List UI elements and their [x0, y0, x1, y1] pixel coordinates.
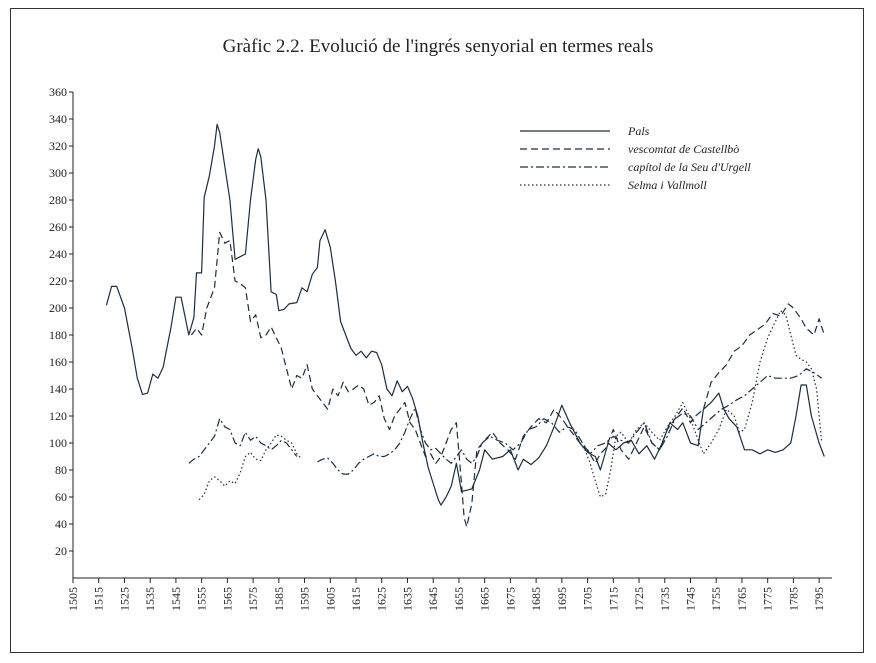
x-tick-label: 1685: [529, 587, 543, 611]
legend: Pals vescomtat de Castellbò capítol de la …: [520, 124, 751, 192]
series-line-capitol-de-la-seu-d-urgell: [317, 368, 823, 475]
x-tick-label: 1525: [117, 587, 131, 611]
x-tick-label: 1515: [92, 587, 106, 611]
x-axis-ticks: 1505 1515 1525 1535 1545 1555 1565 1575 1585 1595…: [66, 578, 826, 611]
x-tick-label: 1565: [220, 587, 234, 611]
y-tick-label: 120: [49, 409, 67, 423]
y-tick-label: 240: [49, 247, 67, 261]
legend-label-capitol-de-la-seu-d-urgell: capítol de la Seu d'Urgell: [628, 160, 751, 174]
series-group: [105, 123, 825, 528]
x-tick-label: 1535: [143, 587, 157, 611]
x-tick-label: 1785: [786, 587, 800, 611]
x-tick-label: 1675: [503, 587, 517, 611]
y-tick-label: 200: [49, 301, 67, 315]
y-tick-label: 160: [49, 355, 67, 369]
series-line-selma-i-vallmoll: [574, 310, 823, 498]
x-tick-label: 1655: [452, 587, 466, 611]
chart-frame: [10, 8, 864, 653]
x-tick-label: 1695: [555, 587, 569, 611]
x-tick-label: 1705: [581, 587, 595, 611]
x-tick-label: 1665: [478, 587, 492, 611]
y-tick-label: 220: [49, 274, 67, 288]
y-tick-label: 40: [55, 517, 67, 531]
legend-label-pals: Pals: [627, 124, 650, 138]
y-tick-label: 20: [55, 544, 67, 558]
x-tick-label: 1555: [195, 587, 209, 611]
series-line-capitol-de-la-seu-d-urgell: [188, 418, 298, 464]
x-tick-label: 1725: [632, 587, 646, 611]
legend-label-vescomtat-de-castellbo: vescomtat de Castellbò: [628, 142, 739, 156]
x-tick-label: 1595: [298, 587, 312, 611]
x-tick-label: 1745: [683, 587, 697, 611]
legend-label-selma-i-vallmoll: Selma i Vallmoll: [628, 178, 707, 192]
x-tick-label: 1635: [400, 587, 414, 611]
y-tick-label: 360: [49, 85, 67, 99]
y-tick-label: 300: [49, 166, 67, 180]
x-tick-label: 1645: [426, 587, 440, 611]
x-tick-label: 1735: [658, 587, 672, 611]
x-tick-label: 1795: [812, 587, 826, 611]
y-tick-label: 180: [49, 328, 67, 342]
series-line-pals: [105, 123, 825, 506]
y-tick-label: 260: [49, 220, 67, 234]
series-line-selma-i-vallmoll: [198, 434, 303, 501]
y-axis-ticks: 20 40 60 80 100 120 140 160 180 200 220 240 260 280 30…: [49, 85, 73, 558]
y-tick-label: 280: [49, 193, 67, 207]
series-line-vescomtat-de-castellbo: [190, 231, 825, 528]
chart-title: Gràfic 2.2. Evolució de l'ingrés senyori…: [222, 36, 654, 57]
x-tick-label: 1505: [66, 587, 80, 611]
x-tick-label: 1575: [246, 587, 260, 611]
y-tick-label: 320: [49, 139, 67, 153]
y-tick-label: 100: [49, 436, 67, 450]
x-tick-label: 1755: [709, 587, 723, 611]
y-tick-label: 140: [49, 382, 67, 396]
y-tick-label: 340: [49, 112, 67, 126]
x-tick-label: 1775: [761, 587, 775, 611]
y-tick-label: 80: [55, 463, 67, 477]
x-tick-label: 1765: [735, 587, 749, 611]
x-tick-label: 1585: [272, 587, 286, 611]
x-tick-label: 1715: [606, 587, 620, 611]
x-tick-label: 1605: [323, 587, 337, 611]
x-tick-label: 1545: [169, 587, 183, 611]
x-tick-label: 1615: [349, 587, 363, 611]
x-tick-label: 1625: [375, 587, 389, 611]
y-tick-label: 60: [55, 490, 67, 504]
